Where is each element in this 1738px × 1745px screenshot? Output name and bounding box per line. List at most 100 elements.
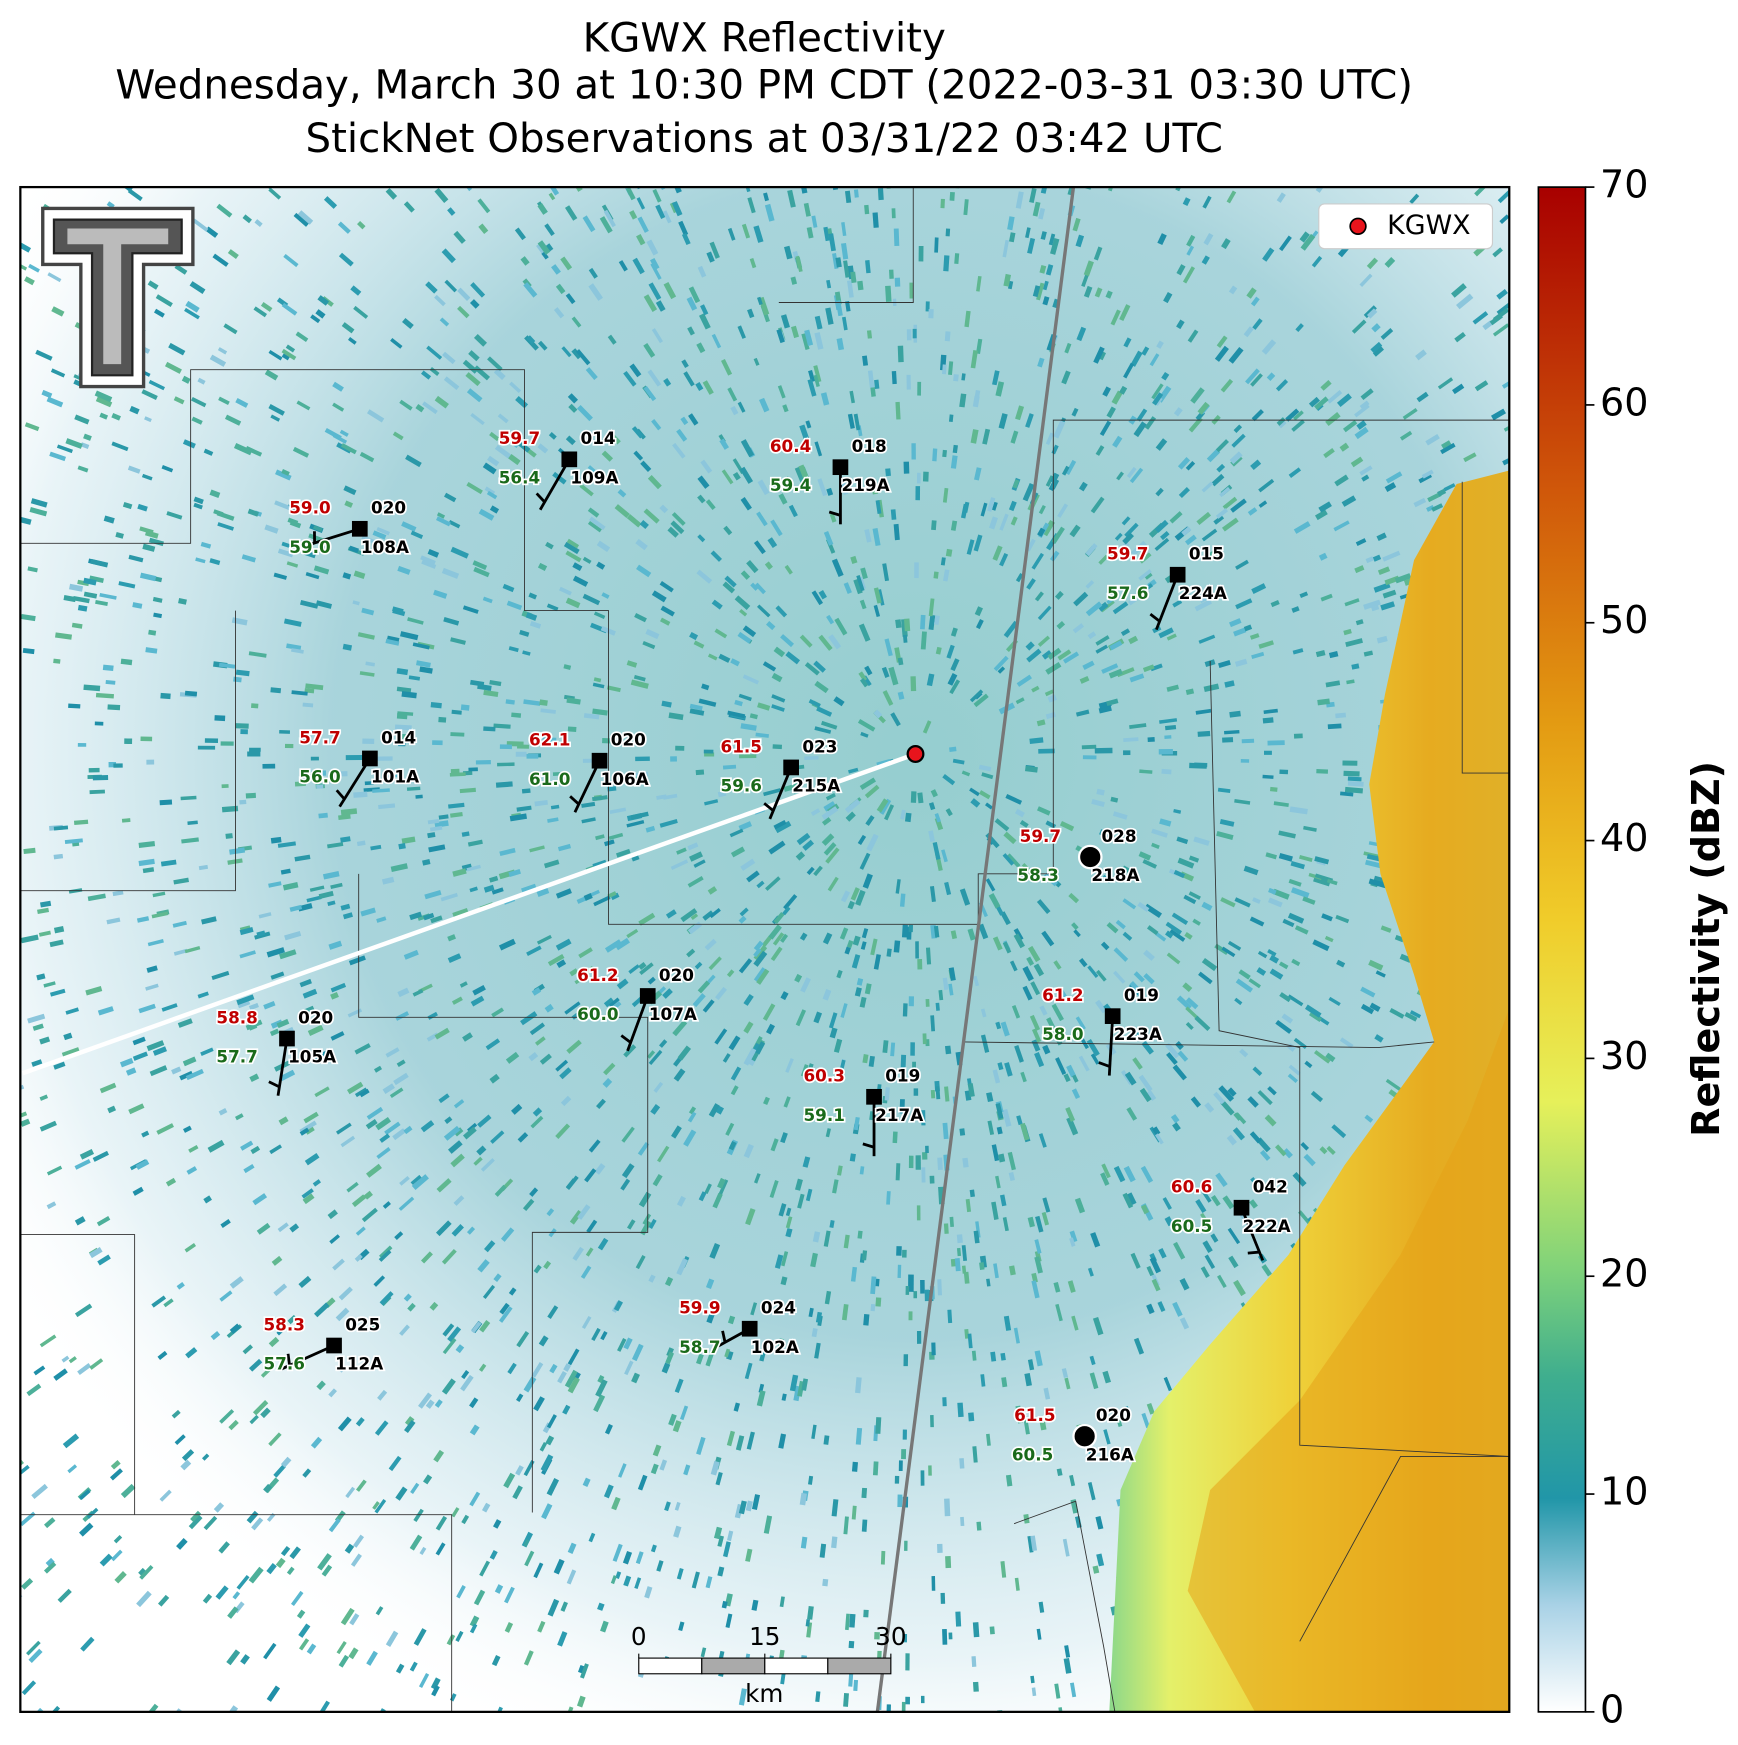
radar-echo <box>271 690 281 691</box>
radar-echo <box>271 840 281 841</box>
station-marker <box>783 760 799 776</box>
radar-echo <box>964 1266 965 1274</box>
radar-echo <box>490 878 498 880</box>
radar-echo <box>112 415 120 418</box>
radar-echo <box>976 468 979 480</box>
radar-echo <box>931 615 933 630</box>
radar-echo <box>484 692 498 694</box>
radar-echo <box>88 896 105 899</box>
value: 019 <box>1124 985 1159 1005</box>
radar-echo <box>984 429 987 444</box>
radar-echo <box>873 1304 874 1311</box>
radar-echo <box>817 333 821 349</box>
radar-echo <box>547 819 558 821</box>
radar-echo <box>965 502 967 512</box>
radar-echo <box>1269 890 1276 893</box>
radar-echo <box>1066 1378 1069 1389</box>
radar-echo <box>84 687 100 688</box>
radar-echo <box>810 1476 811 1485</box>
radar-echo <box>1196 711 1211 713</box>
radar-echo <box>947 809 951 815</box>
radar-echo <box>1189 765 1206 766</box>
radar-echo <box>883 1551 884 1564</box>
radar-echo <box>402 694 417 696</box>
radar-echo <box>966 1329 967 1338</box>
radar-echo <box>585 895 592 898</box>
radar-echo <box>949 749 956 750</box>
radar-echo <box>1002 1195 1004 1206</box>
radar-echo <box>983 1009 985 1017</box>
radar-echo <box>65 840 83 842</box>
radar-echo <box>1004 1377 1005 1386</box>
radar-echo <box>1046 1388 1048 1399</box>
radar-echo <box>397 716 407 717</box>
radar-echo <box>1271 957 1278 961</box>
radar-echo <box>871 1056 872 1066</box>
radar-echo <box>951 415 952 422</box>
title-line: KGWX Reflectivity <box>583 14 946 61</box>
radar-echo <box>887 1087 888 1100</box>
radar-echo <box>1092 801 1104 804</box>
radar-echo <box>978 339 980 354</box>
radar-echo <box>1263 777 1274 778</box>
radar-echo <box>1318 701 1330 703</box>
radar-echo <box>816 1012 820 1022</box>
temperature: 61.5 <box>721 736 762 756</box>
radar-echo <box>959 1248 960 1256</box>
radar-echo <box>759 297 761 304</box>
radar-echo <box>106 682 116 683</box>
radar-echo <box>1040 208 1042 219</box>
radar-echo <box>199 867 208 868</box>
radar-echo <box>220 1110 227 1113</box>
radar-echo <box>850 902 853 909</box>
radar-echo <box>895 1132 896 1143</box>
radar-echo <box>953 456 955 469</box>
radar-echo <box>524 701 541 703</box>
radar-echo <box>1330 654 1338 656</box>
radar-echo <box>1010 281 1012 289</box>
radar-echo <box>141 575 156 578</box>
radar-echo <box>90 791 105 792</box>
radar-echo <box>147 968 157 971</box>
temperature: 57.7 <box>299 727 340 747</box>
radar-echo <box>750 715 757 717</box>
legend: KGWX <box>1319 204 1493 249</box>
radar-echo <box>1030 1217 1032 1226</box>
radar-echo <box>878 1417 879 1434</box>
radar-echo <box>1025 768 1037 770</box>
radar-echo <box>855 936 858 944</box>
radar-echo <box>929 674 931 686</box>
radar-echo <box>945 488 947 502</box>
colorbar-tick-label: 20 <box>1600 1252 1648 1296</box>
radar-echo <box>1374 557 1381 560</box>
radar-echo <box>1065 1074 1068 1081</box>
radar-echo <box>859 979 861 986</box>
radar-echo <box>122 820 130 821</box>
radar-echo <box>988 1279 989 1287</box>
radar-echo <box>863 568 866 578</box>
radar-echo <box>878 1298 879 1307</box>
radar-echo <box>968 1199 969 1212</box>
radar-echo <box>1167 687 1178 690</box>
radar-echo <box>1220 821 1234 824</box>
radar-echo <box>1372 607 1379 609</box>
radar-echo <box>291 650 303 652</box>
radar-echo <box>936 238 937 253</box>
radar-echo <box>33 1026 43 1029</box>
radar-echo <box>1219 662 1230 665</box>
radar-echo <box>103 667 113 668</box>
radar-echo <box>702 1648 704 1657</box>
dewpoint: 60.0 <box>577 1004 618 1024</box>
radar-echo <box>121 661 132 662</box>
radar-echo <box>708 1577 711 1588</box>
radar-echo <box>1097 791 1104 793</box>
radar-echo <box>1344 773 1360 774</box>
radar-echo <box>340 839 350 840</box>
radar-echo <box>875 711 880 716</box>
radar-echo <box>976 1231 978 1243</box>
radar-echo <box>529 595 536 598</box>
radar-echo <box>1143 1206 1147 1214</box>
radar-echo <box>161 862 176 864</box>
radar-echo <box>1373 325 1379 330</box>
radar-echo <box>993 1202 996 1220</box>
